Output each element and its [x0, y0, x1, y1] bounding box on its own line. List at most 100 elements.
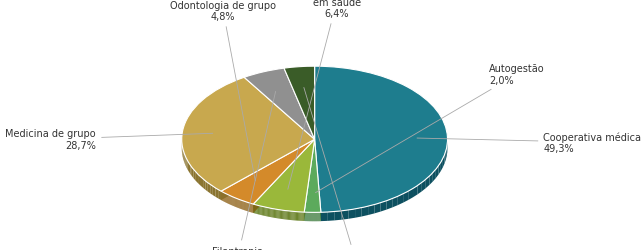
Polygon shape: [253, 204, 254, 213]
Polygon shape: [348, 209, 355, 219]
Polygon shape: [304, 140, 315, 221]
Polygon shape: [218, 190, 221, 200]
Polygon shape: [408, 189, 413, 200]
Polygon shape: [422, 180, 426, 192]
Polygon shape: [221, 140, 315, 200]
Wedge shape: [284, 67, 315, 140]
Polygon shape: [195, 172, 197, 182]
Text: Cooperativa médica
49,3%: Cooperativa médica 49,3%: [417, 132, 641, 154]
Polygon shape: [253, 140, 315, 213]
Polygon shape: [268, 208, 269, 217]
Polygon shape: [446, 148, 447, 160]
Polygon shape: [436, 166, 439, 178]
Wedge shape: [253, 140, 315, 212]
Polygon shape: [253, 140, 315, 213]
Polygon shape: [260, 206, 261, 215]
Polygon shape: [264, 207, 265, 216]
Polygon shape: [417, 183, 422, 194]
Polygon shape: [303, 212, 304, 221]
Polygon shape: [276, 209, 277, 218]
Polygon shape: [368, 205, 374, 215]
Wedge shape: [244, 69, 315, 140]
Polygon shape: [185, 157, 187, 168]
Polygon shape: [430, 173, 433, 185]
Polygon shape: [255, 205, 256, 214]
Polygon shape: [208, 183, 210, 194]
Wedge shape: [304, 140, 321, 212]
Polygon shape: [299, 212, 301, 221]
Polygon shape: [355, 208, 362, 218]
Text: Filantropia
5,2%: Filantropia 5,2%: [213, 92, 276, 250]
Polygon shape: [270, 208, 272, 218]
Polygon shape: [283, 210, 285, 220]
Wedge shape: [315, 67, 448, 212]
Polygon shape: [285, 211, 287, 220]
Text: Autogestão
2,0%: Autogestão 2,0%: [316, 64, 544, 193]
Polygon shape: [381, 201, 386, 212]
Polygon shape: [267, 208, 268, 217]
Polygon shape: [296, 212, 297, 221]
Polygon shape: [281, 210, 282, 219]
Polygon shape: [441, 159, 443, 171]
Polygon shape: [398, 194, 403, 205]
Polygon shape: [374, 203, 381, 213]
Polygon shape: [335, 211, 341, 220]
Polygon shape: [386, 199, 392, 210]
Polygon shape: [298, 212, 299, 221]
Polygon shape: [292, 212, 294, 220]
Polygon shape: [269, 208, 270, 217]
Polygon shape: [184, 153, 185, 164]
Text: Seguradora especializada
em saúde
6,4%: Seguradora especializada em saúde 6,4%: [274, 0, 400, 190]
Wedge shape: [221, 140, 315, 204]
Polygon shape: [265, 207, 267, 216]
Polygon shape: [262, 206, 263, 216]
Polygon shape: [187, 161, 189, 172]
Polygon shape: [205, 181, 208, 192]
Polygon shape: [315, 140, 321, 221]
Polygon shape: [183, 150, 184, 162]
Polygon shape: [278, 210, 279, 219]
Polygon shape: [221, 140, 315, 200]
Polygon shape: [197, 174, 199, 184]
Text: Cooperativa odontológica
3,7%: Cooperativa odontológica 3,7%: [294, 88, 419, 250]
Polygon shape: [203, 179, 205, 190]
Polygon shape: [362, 206, 368, 216]
Polygon shape: [287, 211, 288, 220]
Polygon shape: [297, 212, 298, 221]
Polygon shape: [261, 206, 262, 216]
Polygon shape: [289, 211, 290, 220]
Polygon shape: [282, 210, 283, 219]
Polygon shape: [201, 178, 203, 188]
Polygon shape: [280, 210, 281, 219]
Polygon shape: [433, 170, 436, 182]
Polygon shape: [392, 196, 398, 207]
Polygon shape: [210, 185, 213, 195]
Polygon shape: [273, 209, 274, 218]
Polygon shape: [294, 212, 295, 220]
Polygon shape: [328, 212, 335, 221]
Polygon shape: [413, 186, 417, 198]
Polygon shape: [315, 140, 321, 221]
Polygon shape: [256, 205, 258, 214]
Polygon shape: [444, 151, 446, 164]
Polygon shape: [189, 164, 191, 174]
Polygon shape: [199, 176, 201, 186]
Polygon shape: [426, 176, 430, 188]
Polygon shape: [275, 209, 276, 218]
Polygon shape: [254, 204, 255, 214]
Polygon shape: [304, 140, 315, 221]
Polygon shape: [443, 155, 444, 168]
Text: Medicina de grupo
28,7%: Medicina de grupo 28,7%: [6, 129, 213, 150]
Polygon shape: [263, 207, 264, 216]
Polygon shape: [192, 168, 193, 178]
Polygon shape: [439, 162, 441, 175]
Polygon shape: [295, 212, 296, 220]
Polygon shape: [272, 209, 273, 218]
Polygon shape: [277, 210, 278, 218]
Text: Odontologia de grupo
4,8%: Odontologia de grupo 4,8%: [170, 0, 276, 181]
Polygon shape: [321, 212, 328, 221]
Polygon shape: [288, 211, 289, 220]
Polygon shape: [403, 192, 408, 203]
Polygon shape: [191, 166, 192, 176]
Polygon shape: [301, 212, 303, 221]
